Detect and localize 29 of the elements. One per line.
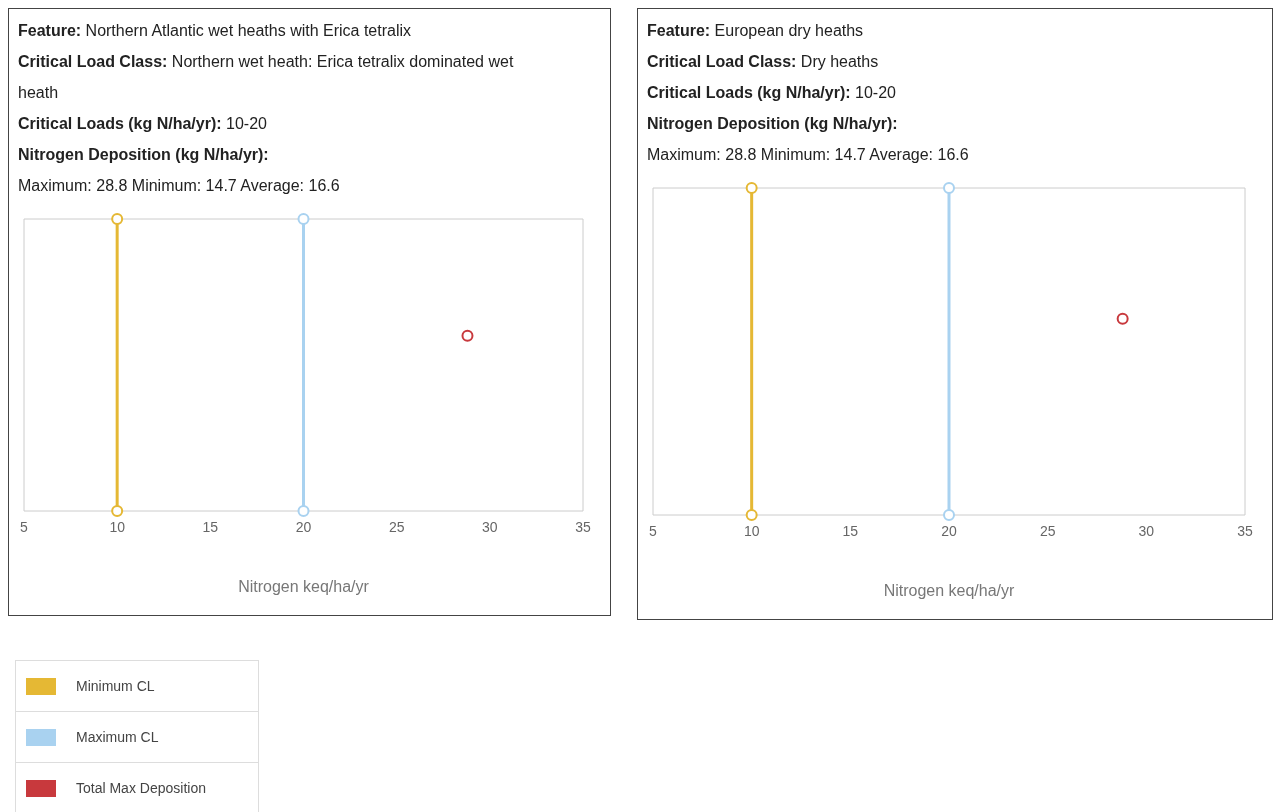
x-tick-label: 10 [109, 519, 126, 536]
text: Maximum: 28.8 Minimum: 14.7 Average: 16.6 [647, 145, 970, 165]
x-tick-label: 20 [295, 519, 312, 536]
x-tick-label: 30 [1138, 523, 1155, 540]
x-tick-label: 5 [20, 519, 29, 536]
text: Nitrogen Deposition (kg N/ha/yr): [18, 146, 269, 163]
chart-title: Feature: Northern Atlantic wet heaths with Erica tetralix [18, 21, 413, 41]
x-tick-label: 25 [388, 519, 405, 536]
text: Critical Load Class: Dry heaths [647, 52, 880, 72]
x-tick-label: 30 [482, 519, 498, 536]
x-tick-label: 25 [1039, 523, 1056, 540]
x-tick-label: 15 [842, 523, 859, 540]
legend-label: Maximum CL [76, 729, 159, 745]
text: Critical Loads (kg N/ha/yr): 10-20 [18, 114, 268, 134]
x-tick-label: 35 [1237, 523, 1253, 540]
text: Critical Loads (kg N/ha/yr): 10-20 [647, 83, 897, 103]
chart-title: Feature: European dry heaths [647, 21, 865, 41]
x-tick-label: 5 [649, 523, 658, 540]
x-axis-title: Nitrogen keq/ha/yr [883, 581, 1016, 599]
x-tick-label: 15 [202, 519, 219, 536]
x-axis-title: Nitrogen keq/ha/yr [238, 577, 370, 595]
x-tick-label: 35 [575, 519, 591, 536]
text: Critical Load Class: Northern wet heath: Erica tetralix dominated wet heath [18, 53, 514, 101]
x-tick-label: 20 [941, 523, 957, 540]
x-tick-label: 10 [743, 523, 760, 540]
text: Maximum: 28.8 Minimum: 14.7 Average: 16.6 [18, 176, 341, 196]
legend-label: Total Max Deposition [76, 780, 206, 796]
text: Nitrogen Deposition (kg N/ha/yr): [647, 115, 898, 132]
legend-label: Minimum CL [76, 678, 155, 694]
